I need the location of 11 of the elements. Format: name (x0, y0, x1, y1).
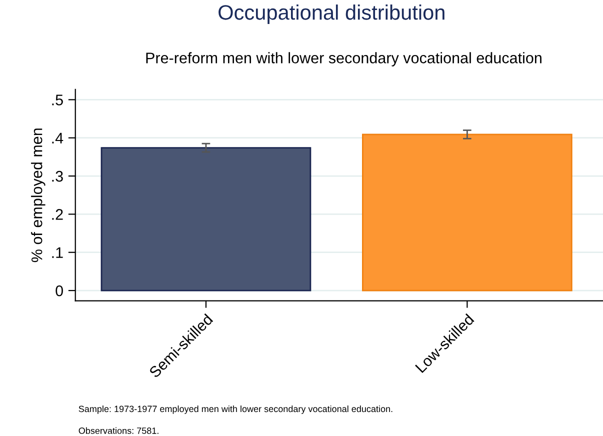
text: Sample: 1973-1977 employed men with lower secondary vocational education. (78, 405, 392, 414)
y-tick-label: .5 (52, 94, 63, 106)
text: Observations: 7581. (78, 427, 158, 434)
y-tick-label: .1 (52, 247, 63, 258)
chart-subtitle: Pre-reform men with lower secondary vocational education (146, 52, 542, 66)
chart-title: Occupational distribution (218, 4, 444, 24)
y-axis-title: % of employed men (31, 128, 46, 262)
y-tick-label: .4 (52, 132, 64, 144)
y-tick-label: .2 (52, 209, 63, 220)
y-tick-label: .3 (52, 170, 63, 182)
y-tick-label: 0 (56, 285, 63, 296)
